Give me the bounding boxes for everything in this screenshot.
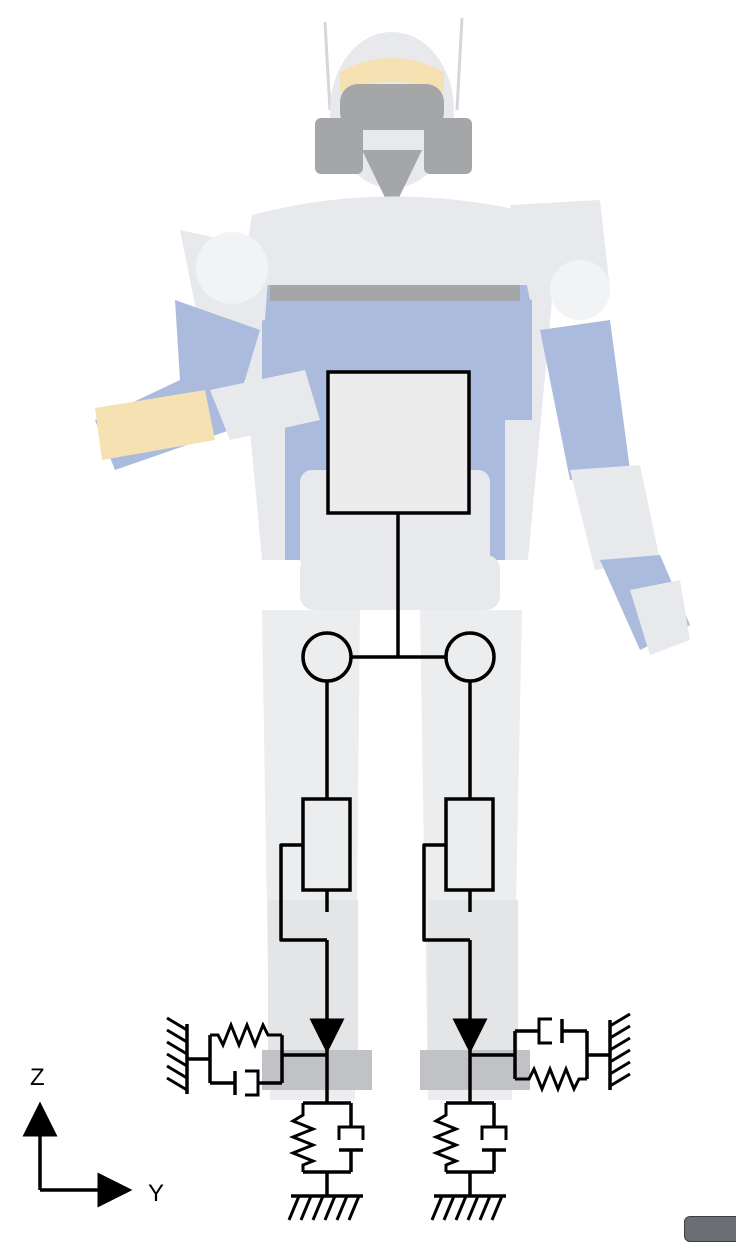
lateral-spring-damper-right (513, 1012, 631, 1094)
bypass-link-right (422, 843, 470, 942)
robot-arm-right (510, 200, 690, 655)
vertical-spring-damper-left (287, 1101, 365, 1221)
spring-icon (515, 1064, 587, 1094)
leg-left (166, 681, 365, 1221)
y-axis-label: Y (148, 1180, 164, 1207)
antenna-left (323, 21, 332, 111)
robot-head (315, 32, 472, 212)
damper-icon (480, 1125, 508, 1140)
mechanism-schematic (166, 370, 631, 1221)
spring-icon (431, 1103, 461, 1172)
spring-icon (210, 1020, 282, 1050)
damper-icon (337, 1125, 365, 1140)
antenna-right (455, 17, 464, 111)
robot-hips (300, 555, 500, 610)
bypass-link-left (279, 843, 327, 942)
robot-legs (262, 610, 530, 1100)
leg-right (422, 681, 631, 1221)
spring-icon (288, 1103, 318, 1172)
robot-background-image (95, 17, 690, 1100)
z-axis-label: Z (30, 1064, 45, 1091)
corner-control-button[interactable] (684, 1216, 736, 1242)
lateral-spring-damper-left (166, 1016, 284, 1097)
damper-icon (245, 1069, 260, 1097)
axes-indicator: Z Y (22, 1064, 164, 1208)
damper-icon (537, 1017, 552, 1045)
vertical-spring-damper-right (430, 1101, 508, 1221)
robot-arm-left (95, 230, 320, 470)
trunk-mass-box (326, 370, 471, 515)
